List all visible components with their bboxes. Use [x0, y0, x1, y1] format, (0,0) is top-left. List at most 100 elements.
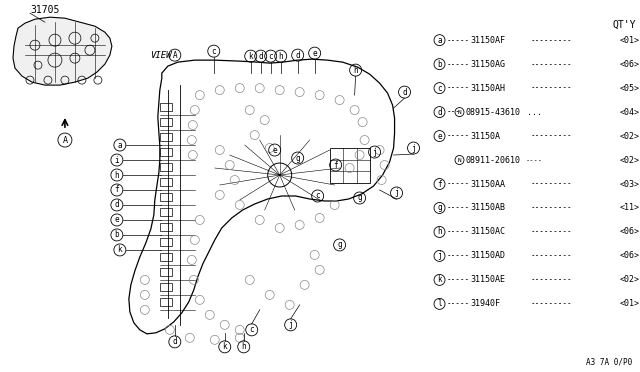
Text: l: l [437, 299, 442, 308]
Bar [160, 253, 172, 261]
Text: 31150AG: 31150AG [470, 60, 506, 68]
Text: b: b [437, 60, 442, 68]
Text: <06>: <06> [620, 251, 639, 260]
Text: d: d [437, 108, 442, 116]
Text: e: e [115, 215, 119, 224]
Text: -----: ----- [447, 203, 470, 212]
Text: VIEW: VIEW [150, 51, 172, 60]
Text: e: e [312, 49, 317, 58]
Text: <04>: <04> [620, 108, 639, 116]
Text: j: j [372, 148, 377, 157]
Text: h: h [115, 170, 119, 180]
Text: 08915-43610: 08915-43610 [465, 108, 520, 116]
Text: g: g [357, 193, 362, 202]
Bar [160, 193, 172, 201]
Text: ---------: --------- [531, 180, 572, 189]
Text: f: f [115, 186, 119, 195]
Text: d: d [173, 337, 177, 346]
Text: ----: ---- [525, 157, 543, 163]
Text: 08911-20610: 08911-20610 [465, 155, 520, 164]
Text: N: N [458, 157, 461, 163]
Bar [160, 283, 172, 291]
Text: j: j [412, 144, 416, 153]
Text: ---------: --------- [531, 36, 572, 45]
Text: -----: ----- [447, 275, 470, 285]
Text: <02>: <02> [620, 132, 639, 141]
Text: ---------: --------- [531, 251, 572, 260]
Text: c: c [316, 192, 320, 201]
Text: <06>: <06> [620, 227, 639, 237]
Text: d: d [115, 201, 119, 209]
Text: A3 7A 0/P0: A3 7A 0/P0 [586, 357, 632, 366]
Bar [160, 118, 172, 126]
Bar [160, 238, 172, 246]
Text: d: d [296, 51, 300, 60]
Text: g: g [296, 154, 300, 163]
Text: c: c [211, 46, 216, 56]
Text: <02>: <02> [620, 155, 639, 164]
Text: <01>: <01> [620, 299, 639, 308]
Text: f: f [333, 161, 338, 170]
Text: 31150AC: 31150AC [470, 227, 506, 237]
Text: e: e [437, 132, 442, 141]
Text: 31150A: 31150A [470, 132, 500, 141]
Bar [160, 178, 172, 186]
Text: 31150AD: 31150AD [470, 251, 506, 260]
Bar [330, 148, 369, 183]
Text: k: k [248, 52, 253, 61]
Text: ---------: --------- [531, 299, 572, 308]
Text: 31940F: 31940F [470, 299, 500, 308]
Text: ...: ... [527, 108, 543, 116]
Text: -----: ----- [447, 84, 470, 93]
Text: d: d [259, 52, 263, 61]
Bar [160, 163, 172, 171]
Text: k: k [437, 275, 442, 285]
Text: -----: ----- [447, 251, 470, 260]
Text: k: k [118, 246, 122, 254]
Text: j: j [289, 320, 293, 329]
Text: <11>: <11> [620, 203, 639, 212]
Text: 31150AA: 31150AA [470, 180, 506, 189]
Text: g: g [337, 240, 342, 250]
Polygon shape [13, 17, 112, 85]
Text: -----: ----- [447, 60, 470, 68]
Text: ---: --- [447, 108, 460, 116]
Bar [160, 103, 172, 111]
Bar [160, 148, 172, 156]
Text: 31150AB: 31150AB [470, 203, 506, 212]
Text: e: e [273, 145, 277, 154]
Text: A: A [63, 135, 67, 145]
Bar [160, 133, 172, 141]
Text: h: h [437, 227, 442, 237]
Text: h: h [353, 65, 358, 75]
Text: <02>: <02> [620, 275, 639, 285]
Text: <05>: <05> [620, 84, 639, 93]
Text: g: g [437, 203, 442, 212]
Text: h: h [278, 52, 283, 61]
Bar [160, 298, 172, 306]
Text: d: d [403, 87, 407, 97]
Text: j: j [394, 189, 399, 198]
Text: ---------: --------- [531, 227, 572, 237]
Text: -----: ----- [447, 299, 470, 308]
Bar [160, 223, 172, 231]
Bar [160, 208, 172, 216]
Text: QT'Y: QT'Y [612, 20, 636, 30]
Text: <03>: <03> [620, 180, 639, 189]
Text: j: j [437, 251, 442, 260]
Text: ---------: --------- [531, 84, 572, 93]
Text: h: h [241, 342, 246, 351]
Text: 31705: 31705 [30, 5, 60, 15]
Text: i: i [115, 155, 119, 164]
Text: c: c [268, 52, 273, 61]
Text: 31150AF: 31150AF [470, 36, 506, 45]
Text: -----: ----- [447, 180, 470, 189]
Text: 31150AH: 31150AH [470, 84, 506, 93]
Text: f: f [437, 180, 442, 189]
Text: A: A [173, 51, 177, 60]
Text: -----: ----- [447, 227, 470, 237]
Text: a: a [118, 141, 122, 150]
Text: -----: ----- [447, 36, 470, 45]
Text: k: k [223, 342, 227, 351]
Text: <01>: <01> [620, 36, 639, 45]
